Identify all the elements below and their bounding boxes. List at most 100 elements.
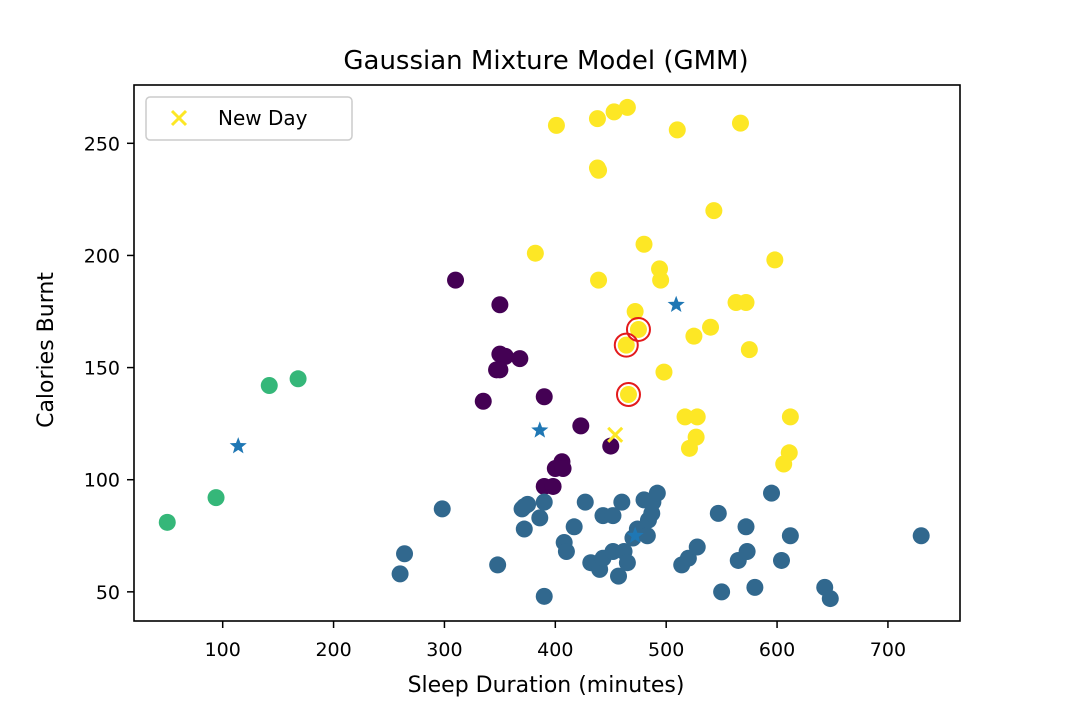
point-blue [391,565,409,583]
point-yellow [685,327,703,345]
point-yellow [781,408,799,426]
point-yellow [775,455,793,473]
point-green [289,370,307,388]
point-blue [618,554,636,572]
point-yellow [737,294,755,312]
point-yellow [688,408,706,426]
y-tick-label: 100 [84,470,120,492]
point-blue [613,493,631,511]
point-yellow [590,161,608,179]
point-yellow [676,408,694,426]
legend-label-new-day: New Day [218,106,308,130]
point-blue [737,518,755,536]
highlighted-point-ring [625,316,651,342]
point-blue [772,551,790,569]
point-blue [535,587,553,605]
point-yellow [629,320,647,338]
point-blue [781,527,799,545]
x-tick-label: 300 [426,639,462,661]
x-tick-label: 700 [870,639,906,661]
chart-title: Gaussian Mixture Model (GMM) [343,46,748,76]
plot-frame [133,84,961,622]
y-tick-label: 250 [84,133,120,155]
point-blue [738,542,756,560]
x-axis-ticks: 100 200 300 400 500 600 700 [205,621,906,661]
point-yellow [590,271,608,289]
point-green [158,513,176,531]
x-tick-label: 600 [759,639,795,661]
point-purple [572,417,590,435]
point-green [260,377,278,395]
point-purple [474,392,492,410]
plot-marks [158,98,930,608]
point-purple [535,388,553,406]
point-blue [433,500,451,518]
point-purple [602,437,620,455]
legend-box [145,96,353,141]
point-yellow [617,336,635,354]
point-yellow [626,303,644,321]
point-blue [713,583,731,601]
point-blue [565,518,583,536]
point-blue [515,520,533,538]
point-yellow [588,110,606,128]
point-yellow [740,341,758,359]
point-purple [447,271,465,289]
point-purple [544,477,562,495]
x-tick-label: 200 [315,639,351,661]
point-purple [496,347,514,365]
point-yellow [655,363,673,381]
point-blue [604,507,622,525]
point-yellow [547,116,565,134]
cluster-center-star [229,437,247,454]
point-yellow [731,114,749,132]
x-tick-label: 500 [648,639,684,661]
point-blue [489,556,507,574]
legend-marker-new-day [170,109,188,127]
point-blue [688,538,706,556]
point-blue [746,578,764,596]
point-green [207,489,225,507]
point-yellow [526,244,544,262]
x-tick-label: 100 [205,639,241,661]
legend: New Day [145,96,353,141]
point-blue [396,545,414,563]
point-blue [515,498,533,516]
point-blue [763,484,781,502]
point-yellow [619,385,637,403]
x-tick-label: 400 [537,639,573,661]
point-blue [535,493,553,511]
point-blue [557,542,575,560]
point-yellow [680,439,698,457]
point-yellow [618,98,636,116]
y-tick-label: 50 [96,582,120,604]
point-blue [912,527,930,545]
y-tick-label: 200 [84,245,120,267]
point-yellow [668,121,686,139]
point-yellow [705,202,723,220]
point-blue [709,504,727,522]
x-axis-label: Sleep Duration (minutes) [408,673,685,698]
point-blue [638,527,656,545]
point-yellow [605,103,623,121]
y-axis-ticks: 50 100 150 200 250 [84,133,134,604]
point-blue [610,567,628,585]
cluster-center-star [531,421,549,438]
point-yellow [652,271,670,289]
point-blue [648,484,666,502]
point-purple [491,361,509,379]
point-blue [576,493,594,511]
y-tick-label: 150 [84,358,120,380]
point-yellow [702,318,720,336]
point-yellow [766,251,784,269]
y-axis-label: Calories Burnt [34,272,59,428]
point-blue [821,590,839,608]
point-purple [554,459,572,477]
cluster-center-star [667,295,685,313]
point-yellow [635,235,653,253]
highlighted-point-ring [613,332,639,358]
point-blue [531,509,549,527]
cluster-center-star [626,526,644,544]
point-purple [511,350,529,368]
